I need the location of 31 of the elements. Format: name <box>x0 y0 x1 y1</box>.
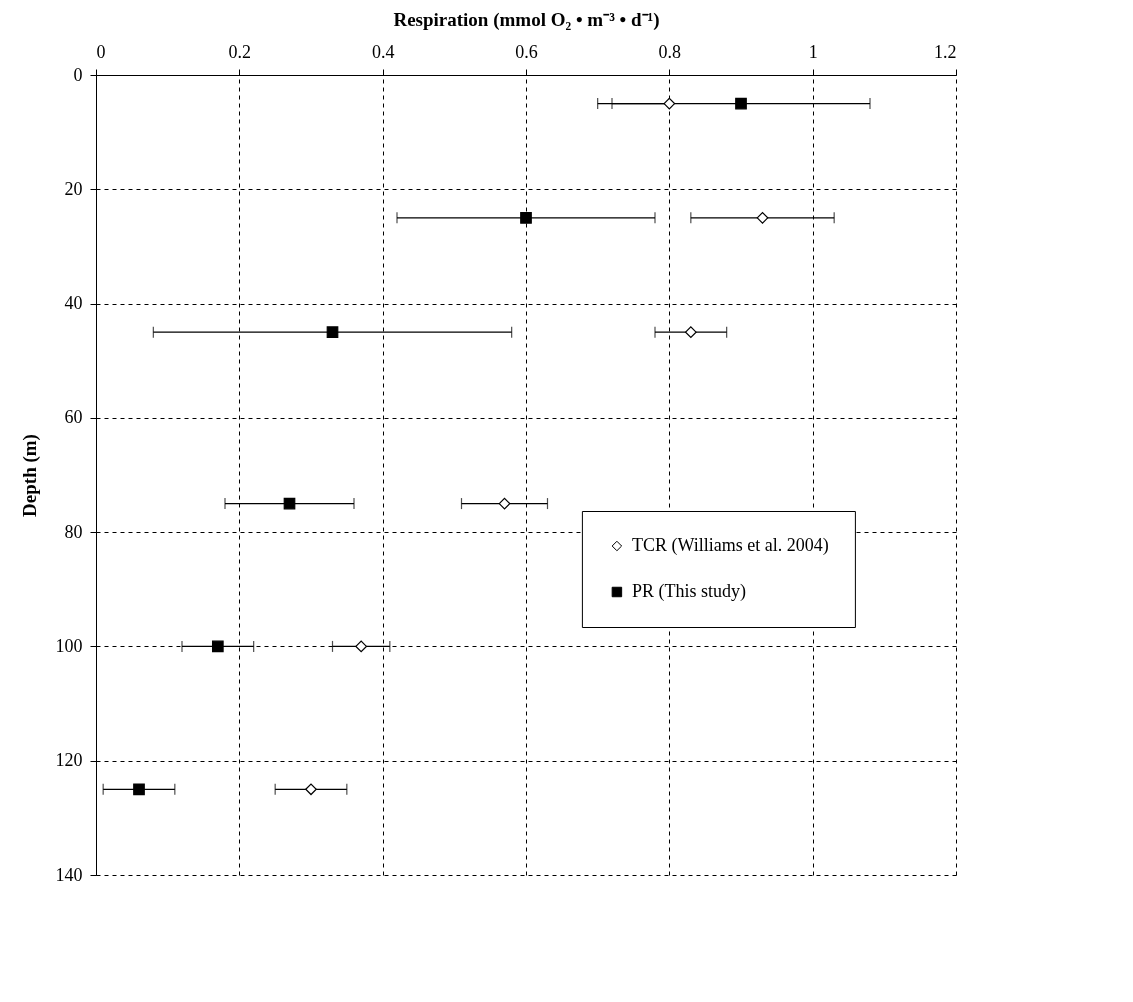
y-tick-label: 80 <box>64 521 83 542</box>
x-tick-label: 0.4 <box>371 41 395 62</box>
point <box>211 640 224 653</box>
legend-label: TCR (Williams et al. 2004) <box>631 535 829 556</box>
point <box>756 212 769 224</box>
point <box>684 326 697 338</box>
y-tick-label: 120 <box>55 750 83 771</box>
legend-label: PR (This study) <box>631 581 746 602</box>
x-tick-label: 1.2 <box>934 41 957 62</box>
x-tick-label: 0.2 <box>228 41 252 62</box>
y-tick-label: 60 <box>64 407 83 428</box>
point <box>355 640 368 653</box>
point <box>735 97 747 110</box>
point <box>305 783 317 796</box>
y-tick-label: 20 <box>64 178 83 199</box>
y-tick-label: 40 <box>64 293 83 314</box>
x-tick-label: 0.8 <box>658 41 682 62</box>
y-tick-label: 100 <box>55 635 83 656</box>
point <box>498 497 511 510</box>
x-tick-label: 0.6 <box>515 41 538 62</box>
y-tick-label: 140 <box>55 864 83 885</box>
point <box>663 97 676 110</box>
x-axis-title: Respiration (mmol O₂ • m⁻³ • d⁻¹) <box>393 8 660 31</box>
y-tick-label: 0 <box>73 64 83 85</box>
x-tick-label: 1 <box>808 41 818 62</box>
y-axis-title: Depth (m) <box>18 434 41 517</box>
point <box>283 497 296 510</box>
point <box>326 326 339 338</box>
point <box>133 783 145 796</box>
point <box>520 212 532 224</box>
x-tick-label: 0 <box>96 41 106 62</box>
